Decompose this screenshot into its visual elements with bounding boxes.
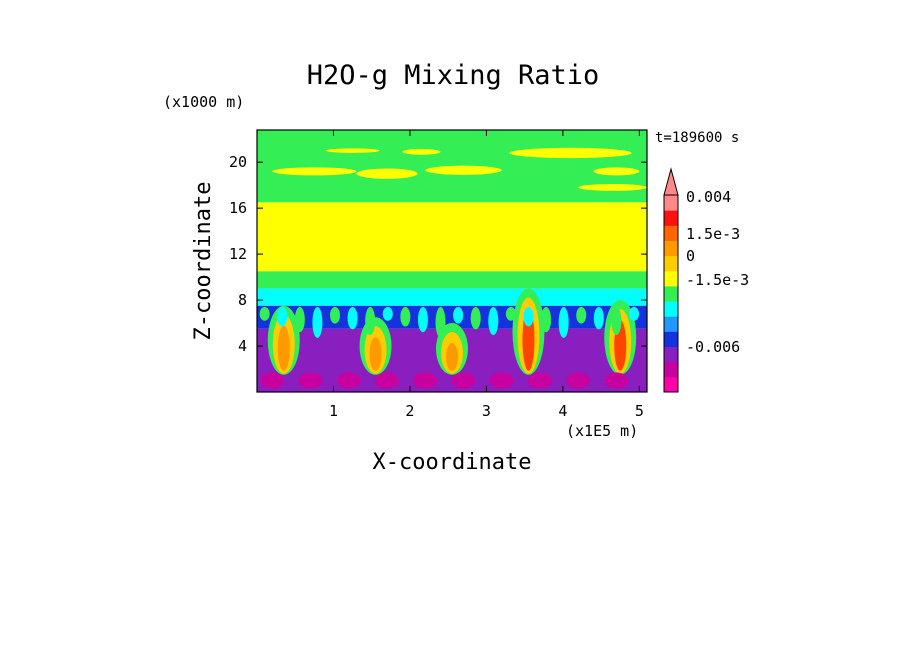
surface-blob [489,372,514,389]
mixing-finger [629,306,639,321]
chart-title: H2O-g Mixing Ratio [307,60,600,91]
colorbar-segment [664,270,678,287]
upper-yellow-patch [325,148,380,153]
colorbar-segment [664,285,678,302]
y-axis-label: Z-coordinate [191,182,216,341]
plume-core [277,325,290,371]
surface-blob [604,372,629,389]
mixing-finger [277,306,288,327]
colorbar-segment [664,195,678,211]
surface-blob [566,372,591,389]
colorbar-tick-label: -0.006 [686,338,740,356]
colorbar-tick-label: 0 [686,247,695,265]
mixing-finger [347,306,358,330]
colorbar-segment [664,240,678,257]
surface-blob [375,372,399,389]
surface-blob [260,372,285,389]
colorbar-segment [664,331,678,348]
mixing-finger [382,306,393,321]
surface-blob [527,372,552,389]
colorbar-segment [664,225,678,241]
upper-yellow-patch [272,167,357,176]
mixing-finger [312,306,323,338]
colorbar-segment [664,376,678,393]
colorbar-segment [664,210,678,226]
mixing-finger [400,306,411,327]
y-tick-label: 20 [229,153,247,171]
x-tick-label: 5 [635,402,644,420]
y-tick-label: 4 [238,337,247,355]
band-yellow-layer [257,202,647,272]
upper-yellow-patch [578,184,647,191]
colorbar-segment [664,301,678,317]
mixing-finger [611,306,622,336]
plot-frame [256,129,648,393]
time-label: t=189600 s [655,130,739,146]
mixing-finger [294,306,305,333]
surface-blob [413,372,438,389]
colorbar-segment [664,255,678,272]
x-tick-label: 4 [558,402,567,420]
mixing-finger [541,306,552,333]
mixing-finger [576,306,587,324]
y-scale-label: (x1000 m) [163,93,244,111]
plot-area [257,130,647,392]
upper-yellow-patch [356,168,418,179]
colorbar-extend-arrow [663,167,679,196]
mixing-finger [488,306,499,336]
mixing-finger [365,306,376,336]
x-tick-label: 2 [405,402,414,420]
mixing-finger [523,306,534,327]
surface-blob [336,372,361,389]
upper-yellow-patch [593,167,640,176]
mixing-finger [593,306,604,330]
mixing-finger [453,306,464,324]
colorbar-segment [664,316,678,332]
colorbar-tick-label: -1.5e-3 [686,271,749,289]
x-tick-label: 3 [482,402,491,420]
x-axis-label: X-coordinate [373,450,532,475]
mixing-finger [470,306,481,330]
x-tick-label: 1 [329,402,338,420]
colorbar [663,167,679,393]
y-tick-label: 16 [229,199,247,217]
colorbar-frame [663,194,679,393]
upper-yellow-patch [402,148,441,155]
y-tick-label: 8 [238,291,247,309]
mixing-finger [558,306,569,338]
colorbar-tick-label: 0.004 [686,188,731,206]
y-tick-label: 12 [229,245,247,263]
upper-yellow-patch [425,165,502,175]
surface-blob [451,372,476,389]
upper-yellow-patch [509,147,632,159]
mixing-finger [417,306,428,333]
mixing-finger [505,306,516,321]
mixing-finger [330,306,340,324]
plume-core [446,343,458,371]
plume-core [369,337,382,371]
mixing-finger [435,306,446,338]
band-cyan-layer [257,288,647,306]
colorbar-segment [664,361,678,378]
x-scale-label: (x1E5 m) [566,422,638,440]
colorbar-segment [664,346,678,363]
mixing-finger [259,306,270,321]
surface-blob [298,372,323,389]
colorbar-tick-label: 1.5e-3 [686,225,740,243]
band-green-transition [257,271,647,289]
